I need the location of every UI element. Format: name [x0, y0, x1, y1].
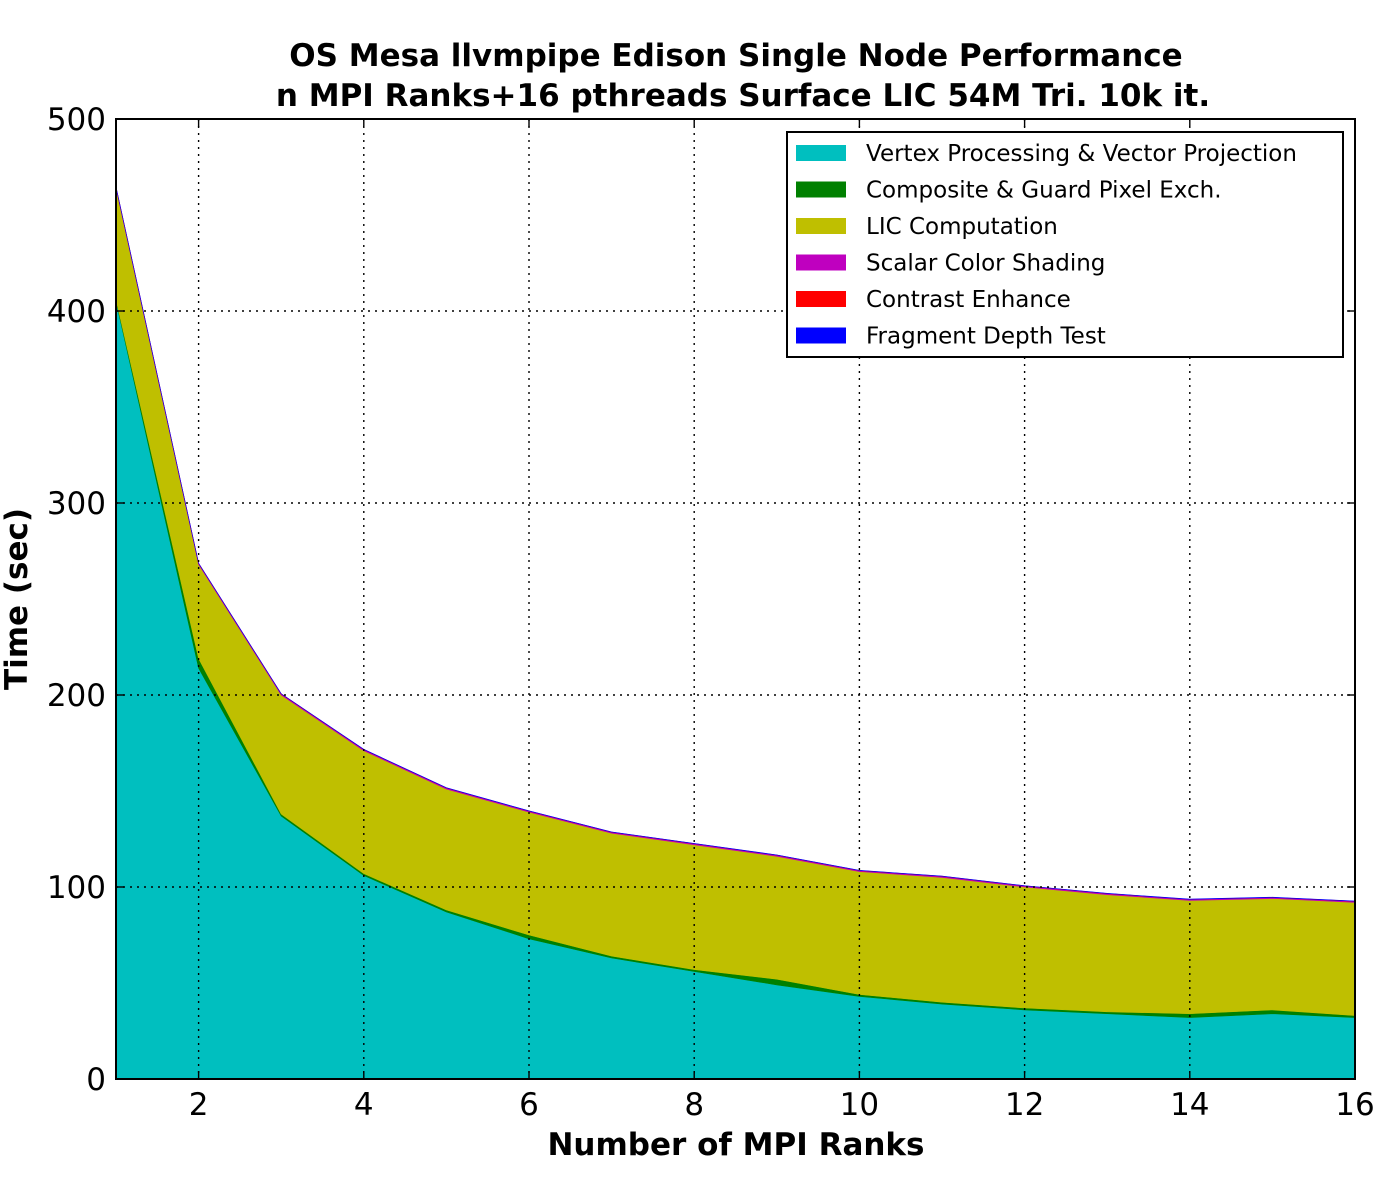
legend-label: Contrast Enhance: [866, 287, 1071, 313]
y-tick-label: 100: [47, 870, 106, 906]
y-tick-label: 200: [47, 678, 106, 714]
x-tick-label: 12: [1005, 1087, 1044, 1123]
legend-swatch: [796, 327, 846, 344]
y-tick-label: 500: [47, 102, 106, 138]
legend-label: Vertex Processing & Vector Projection: [866, 141, 1297, 167]
plot-frame: [115, 118, 1356, 1080]
legend-swatch: [796, 145, 846, 161]
chart-title: OS Mesa llvmpipe Edison Single Node Perf…: [289, 38, 1182, 74]
chart-subtitle: n MPI Ranks+16 pthreads Surface LIC 54M …: [276, 78, 1210, 114]
x-tick-label: 14: [1170, 1087, 1209, 1123]
axis-ticks: 2 4 6 8 10 12 14 16 0 100 200 300 400 500: [47, 102, 1374, 1123]
x-tick-label: 4: [354, 1087, 374, 1123]
x-tick-label: 8: [684, 1087, 704, 1123]
legend-frame: [786, 131, 1344, 358]
legend-swatch: [796, 218, 846, 234]
y-axis-label: Time (sec): [0, 508, 35, 690]
legend-label: LIC Computation: [866, 214, 1058, 240]
legend-swatch: [796, 181, 846, 198]
legend: Vertex Processing & Vector Projection Com…: [786, 131, 1344, 358]
x-tick-label: 2: [189, 1087, 209, 1123]
y-tick-label: 400: [47, 294, 106, 330]
legend-swatch: [796, 254, 846, 271]
legend-label: Fragment Depth Test: [866, 324, 1106, 350]
x-tick-label: 6: [519, 1087, 539, 1123]
y-tick-label: 300: [47, 486, 106, 522]
legend-swatch: [796, 291, 846, 307]
legend-label: Scalar Color Shading: [866, 251, 1105, 277]
x-axis-label: Number of MPI Ranks: [547, 1127, 924, 1163]
legend-label: Composite & Guard Pixel Exch.: [866, 178, 1222, 204]
y-tick-label: 0: [86, 1062, 106, 1098]
x-tick-label: 16: [1335, 1087, 1374, 1123]
x-tick-label: 10: [840, 1087, 879, 1123]
